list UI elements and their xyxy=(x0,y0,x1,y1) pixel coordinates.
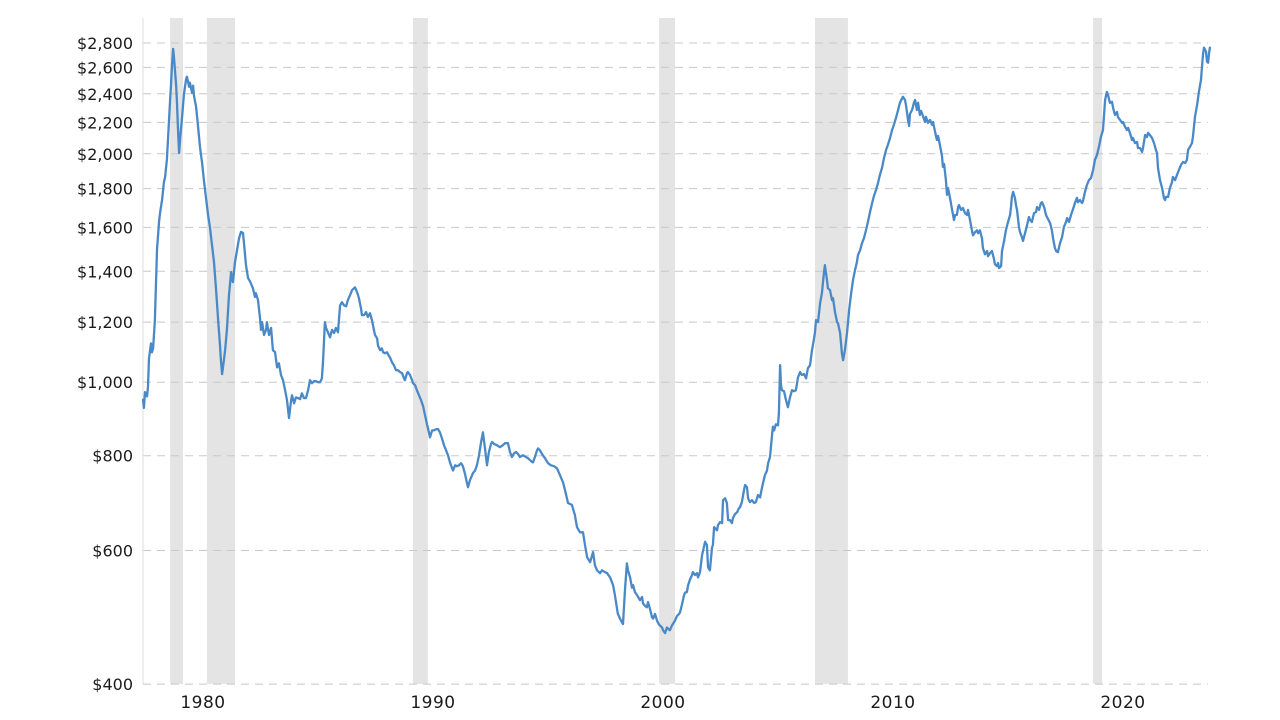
recession-band xyxy=(815,18,848,684)
y-axis-label: $600 xyxy=(92,541,133,560)
x-axis-label: 2020 xyxy=(1100,693,1145,713)
x-axis-label: 1980 xyxy=(180,693,225,713)
recession-band xyxy=(659,18,675,684)
x-axis-label: 2000 xyxy=(640,693,685,713)
y-axis-label: $2,200 xyxy=(77,113,133,132)
y-axis-label: $2,400 xyxy=(77,85,133,104)
y-axis-label: $2,600 xyxy=(77,58,133,77)
y-axis-label: $1,000 xyxy=(77,373,133,392)
y-axis-label: $400 xyxy=(92,675,133,694)
gold-price-line xyxy=(141,46,1212,635)
y-axis-label: $1,200 xyxy=(77,313,133,332)
y-axis-label: $1,800 xyxy=(77,180,133,199)
x-axis-label: 1990 xyxy=(410,693,455,713)
y-axis-label: $2,800 xyxy=(77,34,133,53)
recession-band xyxy=(1093,18,1103,684)
y-axis-label: $1,400 xyxy=(77,262,133,281)
y-axis-label: $800 xyxy=(92,447,133,466)
recession-band xyxy=(413,18,428,684)
y-axis-label: $2,000 xyxy=(77,145,133,164)
y-axis-label: $1,600 xyxy=(77,218,133,237)
x-axis-label: 2010 xyxy=(870,693,915,713)
recession-band xyxy=(170,18,183,684)
